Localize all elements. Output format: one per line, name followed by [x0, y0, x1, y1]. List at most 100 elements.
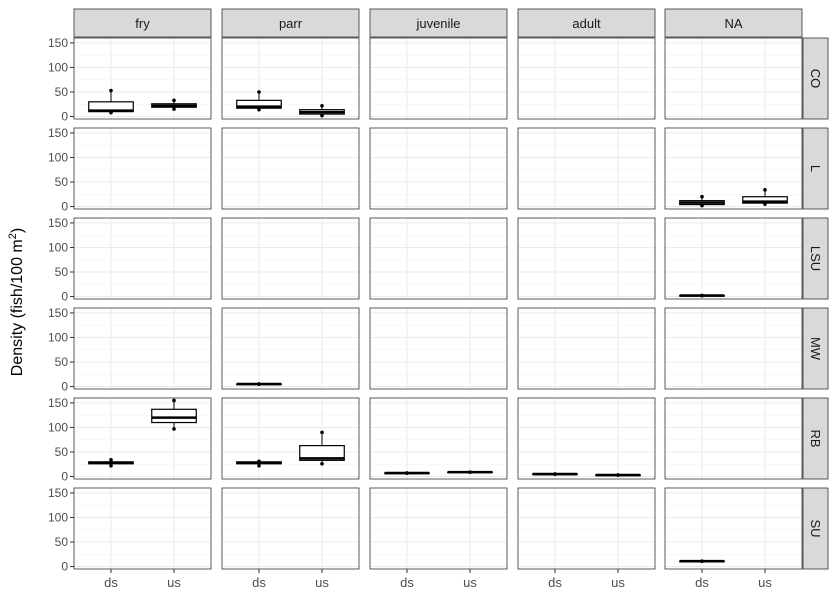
panel-border	[369, 217, 508, 300]
y-axis-label-close: )	[9, 228, 26, 233]
data-point-min	[468, 470, 472, 474]
x-tick-label: ds	[695, 575, 709, 590]
panel-L-fry	[74, 128, 211, 209]
strip-LSU	[802, 217, 829, 300]
panel-L-juvenile	[370, 128, 507, 209]
data-point-max	[320, 103, 324, 108]
strip-label-adult: adult	[572, 16, 601, 31]
panel-border	[73, 37, 212, 120]
data-point-max	[109, 458, 113, 462]
y-tick-label: 50	[55, 175, 69, 189]
data-point-min	[109, 463, 113, 468]
data-point-min	[700, 203, 704, 208]
box-RB-juvenile-ds	[384, 471, 430, 475]
panel-border	[369, 307, 508, 390]
box-CO-fry-ds	[88, 88, 134, 115]
strip-label-fry: fry	[135, 16, 150, 31]
panel-border	[664, 217, 803, 300]
y-tick-label: 0	[61, 470, 68, 484]
facet-grid: fry parr juvenile adult NA CO 0 50 100 150 L 0 50 100…	[48, 8, 829, 590]
panel-border	[664, 397, 803, 480]
strip-juvenile	[369, 8, 508, 38]
panel-CO-NA	[665, 38, 802, 119]
data-point-min	[320, 461, 324, 466]
box-CO-parr-us	[299, 103, 345, 118]
panel-border	[517, 217, 656, 300]
panel-LSU-parr	[222, 218, 359, 299]
x-tick-label: ds	[252, 575, 266, 590]
y-tick-label: 0	[61, 560, 68, 574]
panel-LSU-juvenile	[370, 218, 507, 299]
panel-border	[517, 397, 656, 480]
data-point-min	[109, 110, 113, 115]
box-RB-parr-ds	[236, 459, 282, 468]
y-tick-label: 150	[48, 306, 68, 320]
data-point-min	[553, 472, 557, 476]
y-tick-label: 150	[48, 486, 68, 500]
panel-L-NA	[665, 128, 802, 209]
strip-label-SU: SU	[808, 519, 823, 537]
box-LSU-NA-ds	[679, 293, 725, 298]
panel-border	[221, 217, 360, 300]
box-RB-fry-us	[151, 398, 197, 431]
y-tick-label: 0	[61, 290, 68, 304]
y-tick-label: 50	[55, 535, 69, 549]
box-SU-NA-ds	[679, 559, 725, 563]
panel-border	[221, 127, 360, 210]
box-RB-juvenile-us	[447, 470, 493, 474]
panel-border	[221, 487, 360, 570]
y-tick-label: 0	[61, 380, 68, 394]
y-tick-label: 100	[48, 510, 68, 524]
panel-LSU-NA	[665, 218, 802, 299]
panel-border	[517, 307, 656, 390]
panel-border	[73, 397, 212, 480]
data-point-max	[172, 398, 176, 403]
strip-label-RB: RB	[808, 429, 823, 447]
data-point-min	[700, 559, 704, 563]
box-L-NA-ds	[679, 194, 725, 208]
panel-border	[221, 37, 360, 120]
box-CO-fry-us	[151, 98, 197, 111]
box-RB-fry-ds	[88, 458, 134, 468]
box-RB-parr-us	[299, 430, 345, 466]
panel-LSU-fry	[74, 218, 211, 299]
box-RB-adult-ds	[532, 472, 578, 476]
y-axis-label: Density (fish/100 m2)	[7, 228, 26, 376]
box-iqr	[299, 445, 345, 461]
y-tick-label: 0	[61, 200, 68, 214]
x-tick-label: us	[611, 575, 625, 590]
data-point-max	[172, 98, 176, 103]
panel-border	[73, 127, 212, 210]
panel-border	[517, 37, 656, 120]
data-point-max	[109, 88, 113, 93]
panel-border	[73, 307, 212, 390]
panel-border	[221, 307, 360, 390]
strip-parr	[221, 8, 360, 38]
data-point-max	[763, 188, 767, 192]
panel-RB-adult	[518, 398, 655, 479]
strip-adult	[517, 8, 656, 38]
data-point-max	[257, 459, 261, 464]
x-tick-label: us	[463, 575, 477, 590]
y-tick-label: 50	[55, 265, 69, 279]
strip-label-LSU: LSU	[808, 246, 823, 271]
panel-border	[221, 397, 360, 480]
data-point-min	[405, 471, 409, 475]
strip-RB	[802, 397, 829, 480]
x-tick-label: ds	[400, 575, 414, 590]
strip-label-MW: MW	[808, 337, 823, 361]
data-point-min	[172, 107, 176, 111]
panel-SU-juvenile	[370, 488, 507, 569]
strip-fry	[73, 8, 212, 38]
panel-SU-adult	[518, 488, 655, 569]
strip-label-juvenile: juvenile	[415, 16, 460, 31]
strip-L	[802, 127, 829, 210]
panel-MW-parr	[222, 308, 359, 389]
box-MW-parr-ds	[236, 382, 282, 386]
panel-border	[73, 217, 212, 300]
data-point-min	[257, 463, 261, 468]
y-tick-label: 50	[55, 85, 69, 99]
y-tick-label: 100	[48, 330, 68, 344]
y-tick-label: 50	[55, 445, 69, 459]
panel-MW-adult	[518, 308, 655, 389]
